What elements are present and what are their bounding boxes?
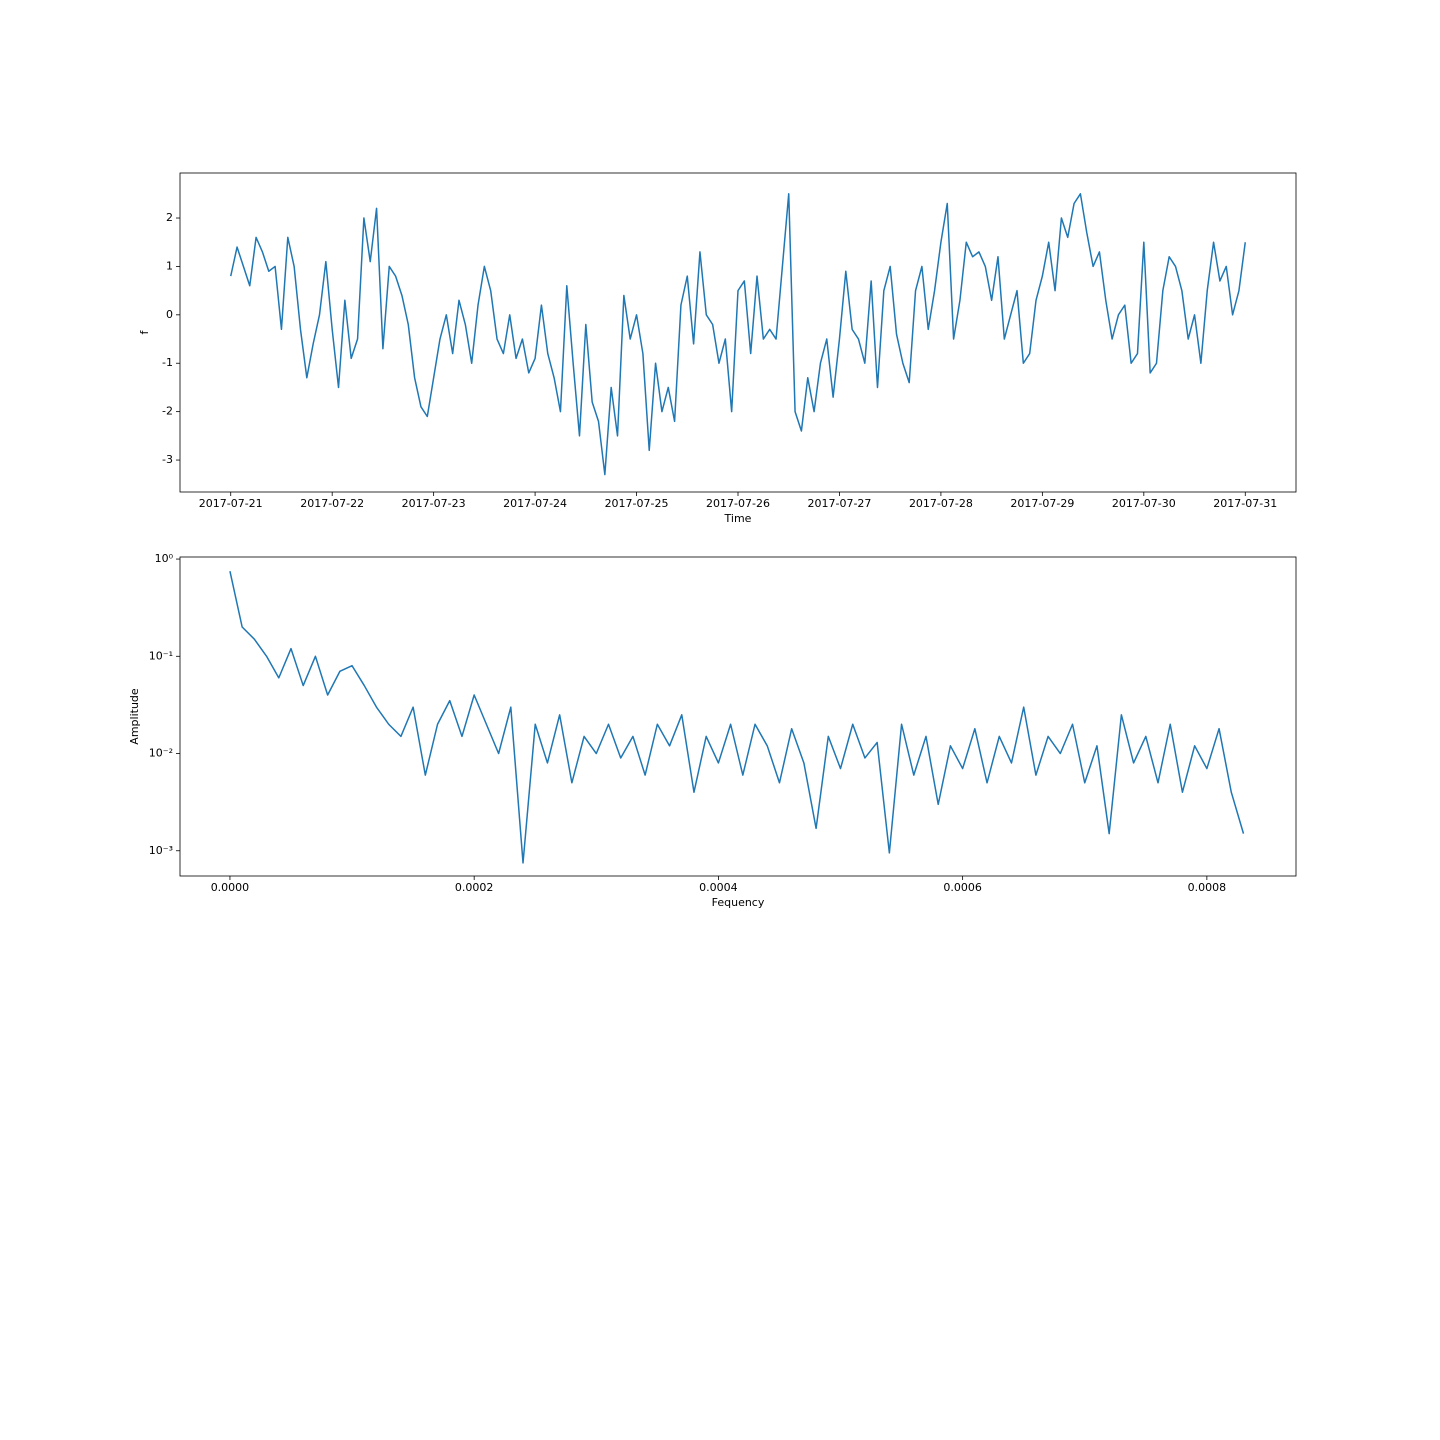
x-tick-label: 2017-07-29 [1010, 497, 1074, 510]
x-tick-label: 0.0006 [943, 881, 982, 894]
axes-frame [179, 172, 1297, 493]
y-tick-label: -3 [162, 453, 173, 466]
x-tick-label: 2017-07-28 [909, 497, 973, 510]
x-tick-label: 2017-07-21 [199, 497, 263, 510]
x-tick-label: 0.0000 [211, 881, 250, 894]
x-tick-label: 2017-07-22 [300, 497, 364, 510]
x-tick-label: 2017-07-24 [503, 497, 567, 510]
y-axis-label: Amplitude [128, 688, 141, 745]
data-line [229, 193, 1247, 476]
x-tick-label: 2017-07-27 [807, 497, 871, 510]
x-tick-label: 0.0002 [455, 881, 494, 894]
y-tick-label: 0 [166, 308, 173, 321]
x-tick-label: 0.0008 [1188, 881, 1227, 894]
y-tick-label: 2 [166, 211, 173, 224]
y-tick-label: 10⁻¹ [149, 649, 173, 662]
x-tick-label: 2017-07-31 [1213, 497, 1277, 510]
x-axis-label: Time [724, 512, 752, 525]
x-tick-label: 2017-07-25 [605, 497, 669, 510]
x-axis-label: Fequency [712, 896, 765, 909]
y-tick-label: 10⁻³ [149, 844, 173, 857]
axes-frame [179, 556, 1297, 877]
y-tick-label: -1 [162, 356, 173, 369]
x-tick-label: 2017-07-23 [402, 497, 466, 510]
x-tick-label: 2017-07-30 [1112, 497, 1176, 510]
x-tick-label: 2017-07-26 [706, 497, 770, 510]
y-tick-label: 10⁰ [155, 552, 174, 565]
y-axis-label: f [138, 329, 151, 334]
y-tick-label: 1 [166, 259, 173, 272]
x-tick-label: 0.0004 [699, 881, 738, 894]
y-tick-label: -2 [162, 405, 173, 418]
y-tick-label: 10⁻² [149, 747, 173, 760]
data-line [229, 571, 1245, 864]
